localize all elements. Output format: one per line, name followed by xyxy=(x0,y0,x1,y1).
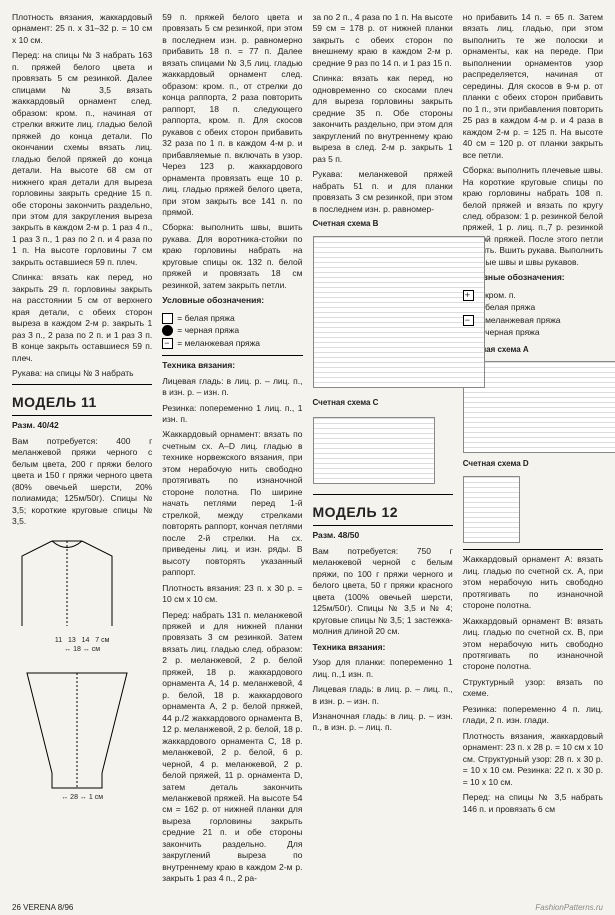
para: Перед: на спицы № 3,5 набрать 146 п. и п… xyxy=(463,792,603,815)
size-12: Разм. 48/50 xyxy=(313,530,453,541)
para: Изнаночная гладь: в лиц. р. – изн. п., в… xyxy=(313,711,453,734)
para: Рукава: меланжевой пряжей набрать 51 п. … xyxy=(313,169,453,215)
schem-labels: 11 13 14 7 см xyxy=(12,636,152,645)
size-11: Разм. 40/42 xyxy=(12,420,152,431)
chart-c xyxy=(313,417,435,484)
para: Вам потребуется: 750 г меланжевой черной… xyxy=(313,546,453,638)
chart-d xyxy=(463,476,520,543)
n: 7 xyxy=(95,637,99,644)
chart-a xyxy=(463,361,615,453)
text: Плотность вязания, жаккардовый орнамент:… xyxy=(12,12,152,45)
para: Узор для планки: попеременно 1 лиц. п.,1… xyxy=(313,657,453,680)
chart-d-title: Счетная схема D xyxy=(463,459,603,470)
para: за по 2 п., 4 раза по 1 п. На высоте 59 … xyxy=(313,12,453,69)
leg-text: = белая пряжа xyxy=(177,313,234,324)
column-1: Плотность вязания, жаккардовый орнамент:… xyxy=(12,12,152,889)
divider xyxy=(162,355,302,356)
column-3: за по 2 п., 4 раза по 1 п. На высоте 59 … xyxy=(313,12,453,889)
tech-title: Техника вязания: xyxy=(162,360,302,371)
heading-model-11: МОДЕЛЬ 11 xyxy=(12,393,152,412)
leg-text: = меланжевая пряжа xyxy=(478,315,561,326)
sym-mel-icon xyxy=(162,338,173,349)
chart-c-title: Счетная схема C xyxy=(313,398,435,409)
legend-title: Условные обозначения: xyxy=(162,295,302,306)
legend: = белая пряжа = черная пряжа = меланжева… xyxy=(162,313,302,349)
leg-text: = черная пряжа xyxy=(478,327,540,338)
para: Лицевая гладь: в лиц. р. – лиц. п., в из… xyxy=(313,684,453,707)
heading-model-12: МОДЕЛЬ 12 xyxy=(313,503,453,522)
leg-text: = черная пряжа xyxy=(177,325,239,336)
chart-b-title: Счетная схема B xyxy=(313,219,453,230)
tech-title: Техника вязания: xyxy=(313,642,453,653)
para: Перед: на спицы № 3 набрать 163 п. пряже… xyxy=(12,50,152,268)
para: Рукава: на спицы № 3 набрать xyxy=(12,368,152,379)
n: 14 xyxy=(82,637,90,644)
divider xyxy=(12,415,152,416)
n: 11 xyxy=(55,637,62,644)
para: Структурный узор: вязать по схеме. xyxy=(463,677,603,700)
para: Плотность вязания, жаккардовый орнамент:… xyxy=(463,731,603,788)
para: но прибавить 14 п. = 65 п. Затем вязать … xyxy=(463,12,603,161)
para: Жаккардовый орнамент A: вязать лиц. глад… xyxy=(463,554,603,611)
divider xyxy=(313,525,453,526)
n: 13 xyxy=(68,637,76,644)
chart-b xyxy=(313,236,485,388)
para: Вам потребуется: 400 г меланжевой пряжи … xyxy=(12,436,152,528)
schematic-top: 11 13 14 7 см ↔ 18 ↔ см xyxy=(12,536,152,655)
para: Жаккардовый орнамент B: вязать лиц. глад… xyxy=(463,616,603,673)
para: 59 п. пряжей белого цвета и провязать 5 … xyxy=(162,12,302,218)
sym-cross-icon xyxy=(463,290,474,301)
leg-text: = белая пряжа xyxy=(478,302,535,313)
para: Жаккардовый орнамент: вязать по счетным … xyxy=(162,429,302,578)
n: 18 xyxy=(73,646,81,653)
schematic-sleeve: ↔ 28 ↔ 1 см xyxy=(12,663,152,802)
sym-black-icon xyxy=(162,325,173,336)
para: Сборка: выполнить швы, вшить рукава. Для… xyxy=(162,222,302,291)
para: Спинка: вязать как перед, но закрыть 29 … xyxy=(12,272,152,364)
divider xyxy=(313,494,453,495)
footer-left: 26 VERENA 8/96 xyxy=(12,903,73,914)
column-2: 59 п. пряжей белого цвета и провязать 5 … xyxy=(162,12,302,889)
schem-labels: ↔ 28 ↔ 1 см xyxy=(12,793,152,802)
column-4: но прибавить 14 п. = 65 п. Затем вязать … xyxy=(463,12,603,889)
para: Резинка: попеременно 4 п. лиц. глади, 2 … xyxy=(463,704,603,727)
n: 1 xyxy=(89,794,93,801)
sym-dash-icon xyxy=(463,315,474,326)
divider xyxy=(12,384,152,385)
n: 28 xyxy=(70,794,78,801)
para: Плотность вязания, жаккардовый орнамент:… xyxy=(12,12,152,46)
schem-labels: ↔ 18 ↔ см xyxy=(12,645,152,654)
sym-white-icon xyxy=(162,313,173,324)
leg-text: = меланжевая пряжа xyxy=(177,338,260,349)
para: Плотность вязания: 23 п. х 30 р. = 10 см… xyxy=(162,583,302,606)
footer-right: FashionPatterns.ru xyxy=(535,903,603,914)
divider xyxy=(463,549,603,550)
para: Спинка: вязать как перед, но одновременн… xyxy=(313,73,453,165)
para: Перед: набрать 131 п. меланжевой пряжей … xyxy=(162,610,302,885)
para: Резинка: попеременно 1 лиц. п., 1 изн. п… xyxy=(162,403,302,426)
para: Лицевая гладь: в лиц. р. – лиц. п., в из… xyxy=(162,376,302,399)
page-columns: Плотность вязания, жаккардовый орнамент:… xyxy=(12,12,603,889)
